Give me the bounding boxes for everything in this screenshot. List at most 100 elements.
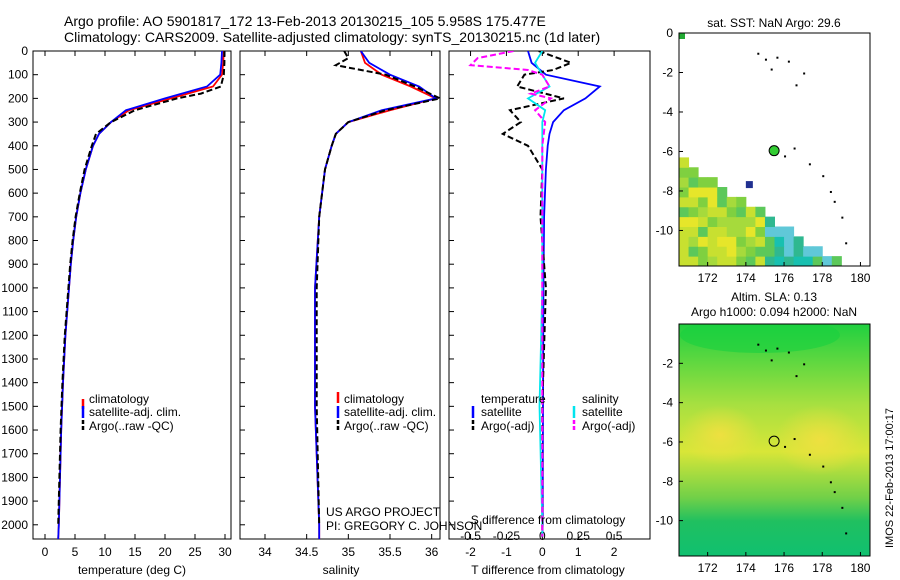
x-tick-label: 35 [342, 545, 356, 559]
sst-cell [726, 256, 737, 266]
s-difference-label: S difference from climatology [471, 513, 626, 527]
island [845, 532, 848, 535]
sla-map-title-1: Altim. SLA: 0.13 [731, 290, 817, 304]
sst-cell [688, 236, 699, 247]
sst-cell [707, 236, 718, 247]
legend-s-satellite-label: satellite [582, 405, 623, 419]
map-y-tick-label: -4 [662, 105, 673, 119]
sst-islands [757, 52, 848, 245]
sst-cell [679, 226, 690, 237]
sst-cell [764, 256, 775, 266]
sst-cell [774, 236, 785, 247]
sst-cell [736, 196, 747, 208]
sst-cell [764, 236, 775, 247]
y-tick-label: 600 [8, 186, 28, 200]
sst-cell [707, 246, 718, 257]
sst-cell [717, 236, 728, 247]
sst-cell [726, 226, 737, 237]
sst-cell [736, 236, 747, 247]
sla-high-blob [775, 405, 865, 475]
y-tick-label: 1100 [2, 305, 28, 319]
y-tick-label: 1000 [1, 281, 28, 295]
difference-lines [468, 51, 602, 537]
map-y-tick-label: -2 [662, 65, 673, 79]
sst-cell [698, 236, 709, 247]
t-difference-xlabel: T difference from climatology [471, 563, 625, 577]
y-tick-label: 1300 [1, 352, 28, 366]
x-tick-label: 1 [575, 545, 582, 559]
sst-cell [688, 187, 699, 198]
x-tick-label: 30 [218, 545, 232, 559]
map-y-tick-label: -2 [662, 356, 673, 370]
sst-cell [717, 196, 728, 208]
y-tick-label: 500 [8, 162, 28, 176]
y-tick-label: 200 [8, 91, 28, 105]
y-tick-label: 1600 [1, 423, 28, 437]
map-x-tick-label: 180 [850, 271, 870, 285]
temperature-ticks: 0 5 10 15 20 25 30 [42, 51, 232, 559]
island [808, 163, 811, 166]
series-line-climatology [314, 51, 439, 539]
difference-axes-frame [448, 50, 651, 540]
sst-cell [698, 177, 709, 188]
legend-climatology-label: climatology [89, 392, 149, 406]
x-tick-top-label: -0.5 [460, 529, 481, 543]
temperature-lines [57, 51, 226, 539]
x-tick-label: -2 [465, 545, 476, 559]
island [808, 453, 811, 456]
island [795, 375, 798, 378]
sla-map-frame [678, 323, 871, 557]
salinity-panel: 34 34.5 35 35.5 36 salinity climatology sate… [239, 50, 482, 577]
sst-cell [707, 206, 718, 218]
y-tick-label: 1700 [1, 447, 28, 461]
sst-cell [784, 246, 795, 257]
island [784, 445, 787, 448]
sst-cell [755, 216, 766, 228]
sst-cells [679, 33, 842, 266]
sst-cell [698, 187, 709, 198]
map-x-tick-label: 172 [698, 271, 718, 285]
sst-cell [717, 256, 728, 266]
legend-salinity-title: salinity [582, 392, 619, 406]
series-line-argo [57, 51, 226, 525]
sst-cell [736, 206, 747, 218]
figure-title-line-1: Argo profile: AO 5901817_172 13-Feb-2013… [64, 13, 546, 29]
y-tick-label: 400 [8, 139, 28, 153]
sst-cell [688, 216, 699, 228]
x-tick-label: 36 [425, 545, 439, 559]
map-y-tick-label: -8 [662, 184, 673, 198]
sst-cell [688, 177, 699, 188]
series-line-t-satellite [527, 51, 602, 537]
salinity-ticks: 34 34.5 35 35.5 36 [258, 51, 439, 559]
sst-argo-marker [768, 145, 780, 157]
sst-cell [698, 256, 709, 266]
sst-cell [688, 226, 699, 237]
sst-cell [707, 187, 718, 198]
sst-cell [707, 196, 718, 208]
sst-cell [717, 226, 728, 237]
sla-map-panel: Altim. SLA: 0.13 Argo h1000: 0.094 h2000… [656, 290, 871, 575]
sst-cell [698, 206, 709, 218]
difference-legend: temperature satellite Argo(-adj) salinit… [471, 392, 635, 433]
y-tick-label: 700 [8, 210, 28, 224]
sst-cell [679, 216, 690, 228]
y-tick-label: 900 [8, 257, 28, 271]
sst-cell [679, 246, 690, 257]
island [822, 175, 825, 178]
x-tick-label: 2 [611, 545, 618, 559]
salinity-axes-frame [239, 50, 441, 540]
series-line-satellite [57, 51, 223, 539]
island [841, 506, 844, 509]
sst-cell [774, 256, 785, 266]
sst-cell [745, 206, 756, 218]
sst-map-frame [678, 32, 871, 267]
sla-islands [757, 343, 848, 535]
island [822, 465, 825, 468]
salinity-legend: climatology satellite-adj. clim. Argo(..… [336, 392, 436, 433]
sst-cell [717, 206, 728, 218]
sst-cell [679, 196, 690, 208]
sst-cell [745, 181, 753, 189]
sst-cell [736, 256, 747, 266]
sst-cell [698, 246, 709, 257]
sst-cell [688, 196, 699, 208]
